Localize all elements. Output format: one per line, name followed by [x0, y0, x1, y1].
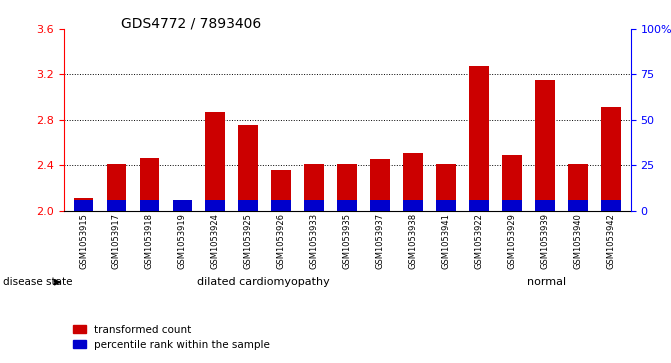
Text: GSM1053942: GSM1053942 [607, 213, 615, 269]
Bar [238, 126, 258, 211]
Bar [502, 200, 522, 211]
Bar [601, 107, 621, 211]
Text: disease state: disease state [3, 277, 73, 287]
Bar [74, 200, 93, 211]
Bar [140, 200, 159, 211]
Bar [436, 164, 456, 211]
Bar [272, 200, 291, 211]
Text: GSM1053915: GSM1053915 [79, 213, 88, 269]
Bar [74, 198, 93, 211]
Bar [370, 200, 390, 211]
Text: GSM1053939: GSM1053939 [541, 213, 550, 269]
Text: GSM1053937: GSM1053937 [376, 213, 384, 269]
Bar [172, 200, 193, 211]
Bar [502, 155, 522, 211]
Bar [305, 164, 324, 211]
Bar [403, 200, 423, 211]
Text: GSM1053929: GSM1053929 [507, 213, 517, 269]
Bar [140, 158, 159, 211]
Bar [568, 164, 588, 211]
Text: GSM1053926: GSM1053926 [277, 213, 286, 269]
Bar [568, 200, 588, 211]
Bar [238, 200, 258, 211]
Text: GSM1053924: GSM1053924 [211, 213, 220, 269]
Text: GSM1053938: GSM1053938 [409, 213, 417, 269]
Text: dilated cardiomyopathy: dilated cardiomyopathy [197, 277, 329, 287]
Text: GSM1053925: GSM1053925 [244, 213, 253, 269]
Text: GSM1053922: GSM1053922 [474, 213, 484, 269]
Bar [172, 205, 193, 211]
Bar [403, 153, 423, 211]
Bar [601, 200, 621, 211]
Bar [535, 200, 555, 211]
Bar [272, 170, 291, 211]
Text: GSM1053919: GSM1053919 [178, 213, 187, 269]
Text: GSM1053933: GSM1053933 [310, 213, 319, 269]
Bar [535, 80, 555, 211]
Text: GSM1053935: GSM1053935 [343, 213, 352, 269]
Text: GSM1053941: GSM1053941 [442, 213, 451, 269]
Bar [469, 66, 489, 211]
Bar [338, 200, 357, 211]
Text: GSM1053940: GSM1053940 [574, 213, 582, 269]
Legend: transformed count, percentile rank within the sample: transformed count, percentile rank withi… [69, 321, 274, 354]
Bar [338, 164, 357, 211]
Bar [205, 112, 225, 211]
Text: normal: normal [527, 277, 566, 287]
Bar [370, 159, 390, 211]
Bar [469, 200, 489, 211]
Text: GSM1053918: GSM1053918 [145, 213, 154, 269]
Bar [305, 200, 324, 211]
Text: GDS4772 / 7893406: GDS4772 / 7893406 [121, 16, 261, 30]
Bar [205, 200, 225, 211]
Text: GSM1053917: GSM1053917 [112, 213, 121, 269]
Bar [436, 200, 456, 211]
Bar [107, 164, 126, 211]
Bar [107, 200, 126, 211]
